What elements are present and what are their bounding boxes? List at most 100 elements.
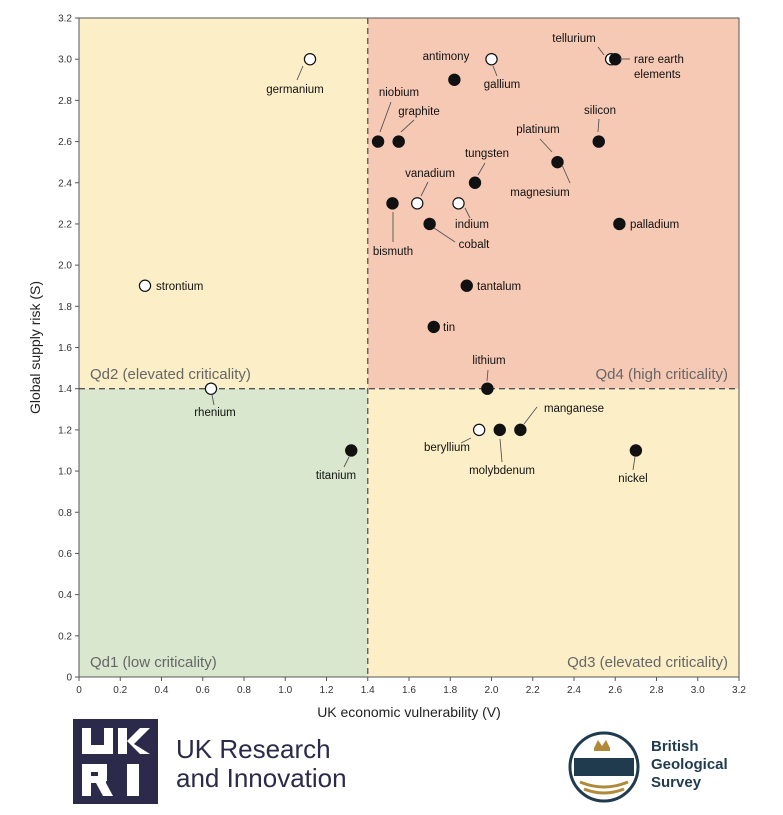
data-point-lithium (481, 382, 494, 395)
leader-line (211, 394, 215, 406)
point-label-tin: tin (443, 322, 455, 334)
x-tick-label: 1.4 (361, 685, 375, 696)
data-point-indium (452, 197, 465, 210)
leader-line (433, 227, 456, 243)
x-tick-label: 1.8 (443, 685, 457, 696)
leader-line (296, 65, 304, 81)
point-label-nickel: nickel (618, 473, 647, 485)
ukri-name: UK Research and Innovation (176, 735, 347, 793)
quadrant-qd2 (79, 18, 368, 389)
y-tick-label: 2.2 (58, 219, 72, 230)
data-point-rhenium (204, 382, 218, 395)
data-point-palladium (613, 217, 626, 231)
point-label-strontium: strontium (156, 281, 203, 293)
leader-line (420, 181, 429, 197)
leader-line (597, 46, 605, 56)
ukri-name-line2: and Innovation (176, 763, 347, 793)
point-label-magnesium: magnesium (510, 187, 569, 199)
leader-line (343, 456, 350, 468)
data-point-graphite (392, 135, 405, 148)
bgs-logo (568, 731, 640, 803)
leader-line (597, 118, 600, 133)
x-tick-label: 2.6 (608, 685, 622, 696)
y-tick-label: 0 (66, 673, 72, 684)
point-label-rare-earth-elements: rare earth elements (634, 54, 684, 81)
point-label-silicon: silicon (584, 105, 616, 117)
x-tick-label: 2.2 (526, 685, 540, 696)
point-label-gallium: gallium (484, 79, 520, 91)
data-point-tin (427, 320, 440, 334)
point-label-cobalt: cobalt (459, 239, 490, 251)
leader-line (523, 406, 538, 425)
data-point-nickel (629, 444, 643, 457)
point-label-platinum: platinum (516, 124, 559, 136)
point-label-graphite: graphite (398, 106, 440, 118)
point-label-indium: indium (455, 219, 489, 231)
point-label-germanium: germanium (266, 84, 324, 96)
data-point-vanadium (411, 197, 424, 210)
data-point-titanium (345, 444, 358, 457)
y-tick-label: 2.4 (58, 178, 72, 189)
point-label-lithium: lithium (472, 355, 505, 367)
point-label-tantalum: tantalum (477, 281, 521, 293)
point-label-rhenium: rhenium (194, 407, 236, 419)
y-tick-label: 2.8 (58, 96, 72, 107)
data-point-niobium (371, 135, 385, 148)
x-axis-title: UK economic vulnerability (V) (317, 704, 501, 720)
point-label-bismuth: bismuth (373, 246, 413, 258)
x-tick-label: 1.2 (320, 685, 334, 696)
leader-line (632, 456, 636, 471)
point-label-vanadium: vanadium (405, 168, 455, 180)
y-tick-label: 3.0 (58, 55, 72, 66)
x-tick-label: 0.6 (196, 685, 210, 696)
bgs-name-line2: Geological (651, 756, 728, 773)
data-point-gallium (485, 52, 498, 66)
x-tick-label: 2.0 (485, 685, 499, 696)
leader-line (464, 207, 471, 219)
quadrant-label-qd2: Qd2 (elevated criticality) (90, 366, 251, 383)
leader-line (379, 101, 392, 133)
x-tick-label: 0.2 (113, 685, 127, 696)
data-point-manganese (514, 423, 527, 437)
x-tick-label: 3.0 (691, 685, 705, 696)
y-axis-title: Global supply risk (S) (27, 281, 43, 414)
data-point-beryllium (472, 423, 486, 437)
x-tick-label: 3.2 (732, 685, 746, 696)
y-tick-label: 1.2 (58, 425, 72, 436)
data-point-platinum (551, 155, 564, 169)
y-tick-label: 3.2 (58, 14, 72, 25)
x-tick-label: 1.6 (402, 685, 416, 696)
y-tick-label: 0.2 (58, 631, 72, 642)
data-point-cobalt (423, 217, 436, 231)
data-point-rare-earth-elements (609, 52, 622, 66)
x-tick-label: 0.4 (155, 685, 169, 696)
quadrant-label-qd4: Qd4 (high criticality) (595, 366, 728, 383)
data-point-strontium (138, 279, 152, 292)
leader-line (492, 65, 498, 77)
point-label-manganese: manganese (544, 403, 604, 415)
leader-line (477, 162, 486, 176)
point-label-tellurium: tellurium (552, 33, 595, 45)
x-tick-label: 2.8 (650, 685, 664, 696)
y-tick-label: 0.6 (58, 549, 72, 560)
point-label-titanium: titanium (316, 470, 356, 482)
point-label-palladium: palladium (630, 219, 679, 231)
leader-line (400, 119, 415, 133)
y-tick-label: 2.6 (58, 137, 72, 148)
y-tick-label: 0.4 (58, 590, 72, 601)
y-tick-label: 0.8 (58, 508, 72, 519)
data-point-tantalum (460, 279, 473, 292)
point-label-molybdenum: molybdenum (469, 465, 535, 477)
ukri-name-line1: UK Research (176, 734, 331, 764)
data-point-silicon (592, 135, 605, 148)
y-tick-label: 2.0 (58, 261, 72, 272)
x-tick-label: 2.4 (567, 685, 581, 696)
y-tick-label: 1.4 (58, 384, 72, 395)
leader-line (460, 437, 472, 444)
leader-line (486, 369, 489, 382)
y-tick-label: 1.6 (58, 343, 72, 354)
y-tick-label: 1.0 (58, 467, 72, 478)
x-tick-label: 0.8 (237, 685, 251, 696)
bgs-name: British Geological Survey (651, 738, 728, 792)
